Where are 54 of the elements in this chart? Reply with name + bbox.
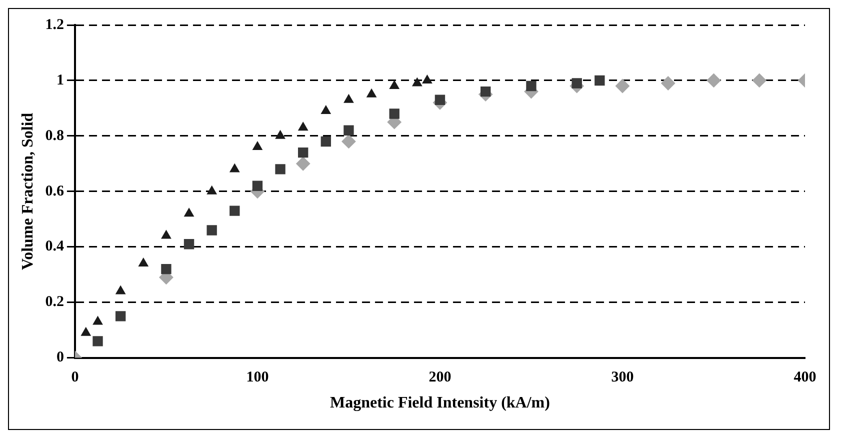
point	[184, 208, 194, 217]
y-tick-label: 0.2	[45, 294, 64, 310]
y-tick-label: 0.4	[45, 238, 64, 255]
point	[207, 186, 217, 194]
point	[230, 206, 240, 216]
y-tick-label: 0.8	[45, 128, 64, 144]
point	[92, 316, 103, 325]
point	[116, 286, 126, 294]
point	[344, 94, 354, 103]
y-tick-label: 0.6	[45, 183, 64, 200]
point	[661, 76, 676, 90]
point	[161, 264, 172, 274]
point	[252, 142, 262, 150]
x-tick-label: 0	[71, 370, 79, 386]
point	[526, 80, 536, 92]
x-tick-label: 300	[611, 370, 634, 386]
point	[298, 147, 308, 158]
y-axis-title: Volume Fraction, Solid	[20, 112, 37, 270]
point	[138, 258, 148, 267]
point	[344, 125, 354, 136]
point	[390, 80, 400, 90]
point	[422, 74, 432, 84]
y-tick-label: 0	[56, 350, 64, 366]
point	[572, 78, 582, 88]
point	[342, 134, 356, 148]
point	[206, 225, 217, 236]
point	[434, 94, 446, 105]
point	[706, 73, 721, 88]
point	[275, 130, 286, 139]
point	[161, 230, 172, 239]
point	[298, 122, 308, 131]
point	[615, 79, 630, 94]
x-axis-title: Magnetic Field Intensity (kA/m)	[330, 394, 550, 412]
point	[275, 164, 286, 174]
point	[412, 78, 422, 86]
point	[320, 136, 331, 147]
point	[184, 238, 194, 250]
y-tick-label: 1	[56, 72, 64, 88]
y-tick-label: 1.2	[45, 16, 64, 33]
point	[115, 311, 126, 322]
point	[480, 86, 491, 97]
point	[252, 180, 263, 191]
point	[321, 105, 331, 114]
x-tick-label: 100	[246, 370, 269, 386]
point	[752, 73, 766, 88]
point	[230, 164, 240, 172]
point	[389, 108, 400, 119]
x-tick-label: 400	[794, 370, 816, 386]
point	[296, 156, 310, 171]
x-tick-label: 200	[428, 370, 452, 386]
point	[366, 88, 376, 98]
point	[81, 327, 91, 336]
point	[92, 336, 103, 346]
point	[594, 75, 605, 86]
